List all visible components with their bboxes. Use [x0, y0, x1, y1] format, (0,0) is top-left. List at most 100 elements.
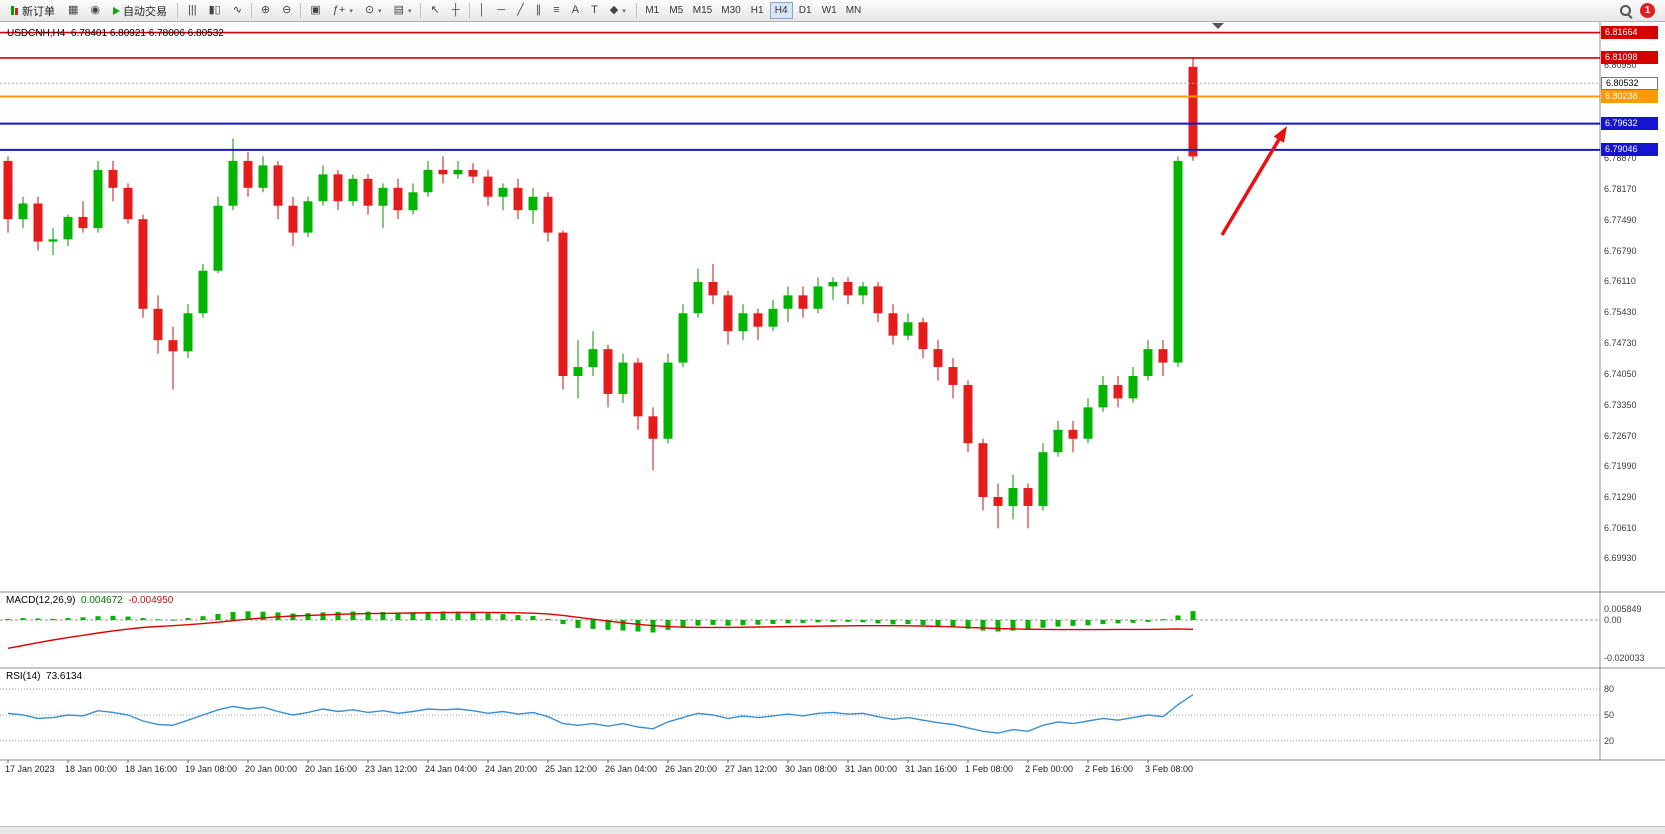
candle-body — [93, 169, 103, 229]
label-button[interactable]: T — [585, 2, 604, 20]
search-button[interactable] — [1613, 2, 1639, 20]
macd-histogram-bar — [230, 612, 236, 620]
candle-body — [3, 160, 13, 220]
macd-histogram-bar — [950, 619, 956, 627]
vertical-line-button[interactable]: │ — [473, 2, 492, 20]
autotrading-button[interactable]: 自动交易 — [107, 2, 173, 20]
tile-windows-button[interactable]: ▣ — [304, 2, 326, 20]
time-axis-label: 25 Jan 12:00 — [545, 764, 598, 774]
candle-body — [498, 187, 508, 197]
macd-histogram-bar — [485, 613, 491, 620]
profiles-button[interactable]: ▦ — [62, 2, 84, 20]
timeframe-button-m30[interactable]: M30 — [717, 2, 744, 19]
candle-body — [168, 340, 178, 352]
candle-body — [693, 281, 703, 314]
macd-histogram-bar — [110, 615, 116, 620]
macd-histogram-bar — [1100, 619, 1106, 625]
macd-histogram-bar — [575, 619, 581, 628]
cursor-button[interactable]: ↖ — [424, 2, 445, 20]
macd-histogram-bar — [1085, 619, 1091, 626]
toolbar-separator — [635, 3, 637, 18]
macd-axis-label: 0.00 — [1604, 614, 1622, 625]
price-axis-label: 6.78870 — [1604, 152, 1637, 163]
zoom-out-button[interactable]: ⊖ — [276, 2, 297, 20]
rsi-axis-label: 50 — [1604, 709, 1615, 720]
zoom-in-button[interactable]: ⊕ — [255, 2, 276, 20]
horizontal-line-icon: ─ — [497, 4, 506, 16]
candle-body — [288, 205, 298, 233]
line-chart-button[interactable]: ∿ — [227, 2, 248, 20]
candle-body — [453, 169, 463, 175]
templates-button[interactable]: ▤ ▾ — [388, 2, 418, 20]
candle-body — [1008, 488, 1018, 506]
timeframe-button-h4[interactable]: H4 — [769, 2, 793, 19]
candle-body — [408, 192, 418, 211]
timeframe-button-h1[interactable]: H1 — [746, 2, 769, 19]
channel-button[interactable]: ∥ — [530, 2, 548, 20]
notifications-badge[interactable]: 1 — [1640, 3, 1655, 18]
macd-histogram-bar — [800, 619, 806, 624]
candle-body — [1023, 488, 1033, 506]
candle-body — [423, 169, 433, 193]
candle-body — [948, 367, 958, 385]
candlestick-chart-button[interactable]: ▮▯ — [203, 2, 227, 20]
indicators-button[interactable]: ƒ+ ▾ — [327, 2, 359, 20]
candle-body — [1053, 429, 1063, 453]
macd-histogram-bar — [185, 618, 191, 620]
timeframe-button-m5[interactable]: M5 — [665, 2, 688, 19]
macd-histogram-bar — [635, 619, 641, 632]
text-button[interactable]: A — [566, 2, 585, 20]
candle-body — [153, 308, 163, 341]
candle-body — [33, 203, 43, 242]
trendline-button[interactable]: ╱ — [511, 2, 530, 20]
bar-chart-button[interactable]: ||| — [182, 2, 203, 20]
market-watch-button[interactable]: ◉ — [84, 2, 106, 20]
macd-histogram-bar — [545, 618, 551, 620]
toolbar: 新订单 ▦ ◉ 自动交易 ||| ▮▯ ∿ ⊕ ⊖ ▣ ƒ+ ▾ ⊙ ▾ ▤ ▾ ↖ ┼ │ ─ ╱ ∥ ≡ A T ◆ ▾ … — [0, 0, 1665, 22]
candle-body — [543, 196, 553, 233]
timeframe-button-d1[interactable]: D1 — [794, 2, 817, 19]
tile-windows-icon: ▣ — [310, 4, 321, 16]
macd-histogram-bar — [470, 612, 476, 620]
timeframe-button-m15[interactable]: M15 — [689, 2, 716, 19]
price-tag: 6.80238 — [1601, 89, 1658, 103]
candle-body — [303, 201, 313, 233]
macd-histogram-bar — [920, 619, 926, 625]
candle-body — [528, 196, 538, 211]
candle-body — [873, 286, 883, 314]
horizontal-line-button[interactable]: ─ — [491, 2, 511, 20]
candle-body — [708, 281, 718, 296]
periods-button[interactable]: ⊙ ▾ — [359, 2, 388, 20]
timeframe-button-mn[interactable]: MN — [842, 2, 866, 19]
zoom-out-icon: ⊖ — [282, 4, 292, 16]
candle-body — [558, 232, 568, 377]
macd-histogram-bar — [395, 612, 401, 620]
candle-body — [1113, 384, 1123, 399]
price-axis-label: 6.80950 — [1604, 59, 1637, 70]
shapes-icon: ◆ — [609, 4, 619, 16]
zoom-in-icon: ⊕ — [260, 4, 271, 16]
price-axis-label: 6.74730 — [1604, 338, 1637, 349]
shapes-button[interactable]: ◆ ▾ — [604, 2, 632, 20]
crosshair-button[interactable]: ┼ — [446, 2, 466, 20]
time-axis-label: 18 Jan 16:00 — [125, 764, 178, 774]
time-axis-label: 17 Jan 2023 — [5, 764, 55, 774]
macd-histogram-bar — [80, 617, 86, 620]
fibonacci-button[interactable]: ≡ — [547, 2, 565, 20]
price-axis-label: 6.71990 — [1604, 461, 1637, 472]
timeframe-button-w1[interactable]: W1 — [818, 2, 841, 19]
time-axis-label: 26 Jan 04:00 — [605, 764, 658, 774]
time-axis-label: 3 Feb 08:00 — [1145, 764, 1194, 774]
macd-histogram-bar — [1145, 619, 1151, 622]
candle-body — [273, 165, 283, 206]
candle-body — [78, 216, 88, 229]
candle-body — [663, 362, 673, 439]
candle-body — [258, 165, 268, 188]
macd-histogram-bar — [410, 612, 416, 620]
timeframe-button-m1[interactable]: M1 — [641, 2, 664, 19]
macd-histogram-bar — [995, 619, 1001, 632]
macd-histogram-bar — [770, 619, 776, 624]
candle-body — [1188, 66, 1198, 157]
new-order-button[interactable]: 新订单 — [4, 2, 61, 20]
